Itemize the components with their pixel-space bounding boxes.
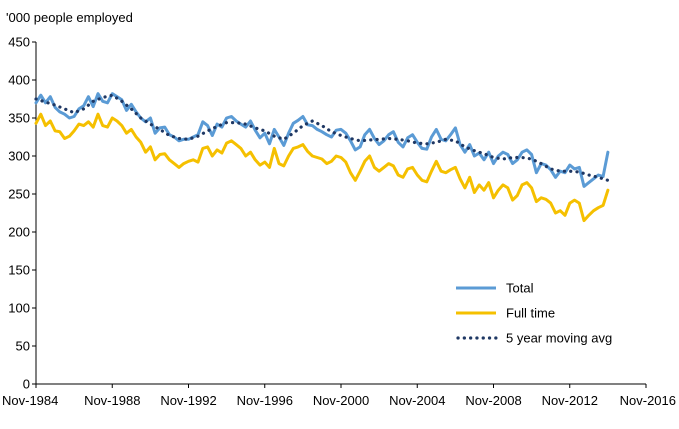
y-tick-label: 200: [8, 225, 30, 240]
series-layer: [34, 92, 610, 223]
y-tick-label: 450: [8, 35, 30, 50]
legend-label: 5 year moving avg: [506, 331, 612, 346]
axes: 0 50 100 150 200 250 300 350 400 450 Nov-1984 Nov-1…: [2, 35, 676, 409]
x-tick-label: Nov-1992: [160, 393, 216, 408]
series-line-full-time: [34, 112, 610, 223]
y-tick-label: 300: [8, 149, 30, 164]
x-tick-label: Nov-2008: [465, 393, 521, 408]
x-tick-label: Nov-1996: [237, 393, 293, 408]
y-tick-label: 400: [8, 73, 30, 88]
x-tick-label: Nov-2016: [620, 393, 676, 408]
series-line-5-year-moving-avg: [34, 93, 610, 182]
y-tick-label: 250: [8, 187, 30, 202]
y-tick-label: 100: [8, 301, 30, 316]
y-tick-label: 150: [8, 263, 30, 278]
x-tick-label: Nov-1984: [2, 393, 58, 408]
y-tick-label: 0: [23, 377, 30, 392]
y-axis-title: '000 people employed: [6, 10, 133, 25]
x-tick-label: Nov-2004: [389, 393, 445, 408]
x-tick-label: Nov-2012: [542, 393, 598, 408]
series-line-total: [34, 92, 610, 188]
legend-label: Full time: [506, 306, 555, 321]
x-tick-label: Nov-1988: [84, 393, 140, 408]
legend-label: Total: [506, 281, 534, 296]
y-tick-label: 50: [16, 339, 30, 354]
y-tick-label: 350: [8, 111, 30, 126]
x-tick-label: Nov-2000: [313, 393, 369, 408]
legend: Total Full time 5 year moving avg: [456, 281, 612, 346]
